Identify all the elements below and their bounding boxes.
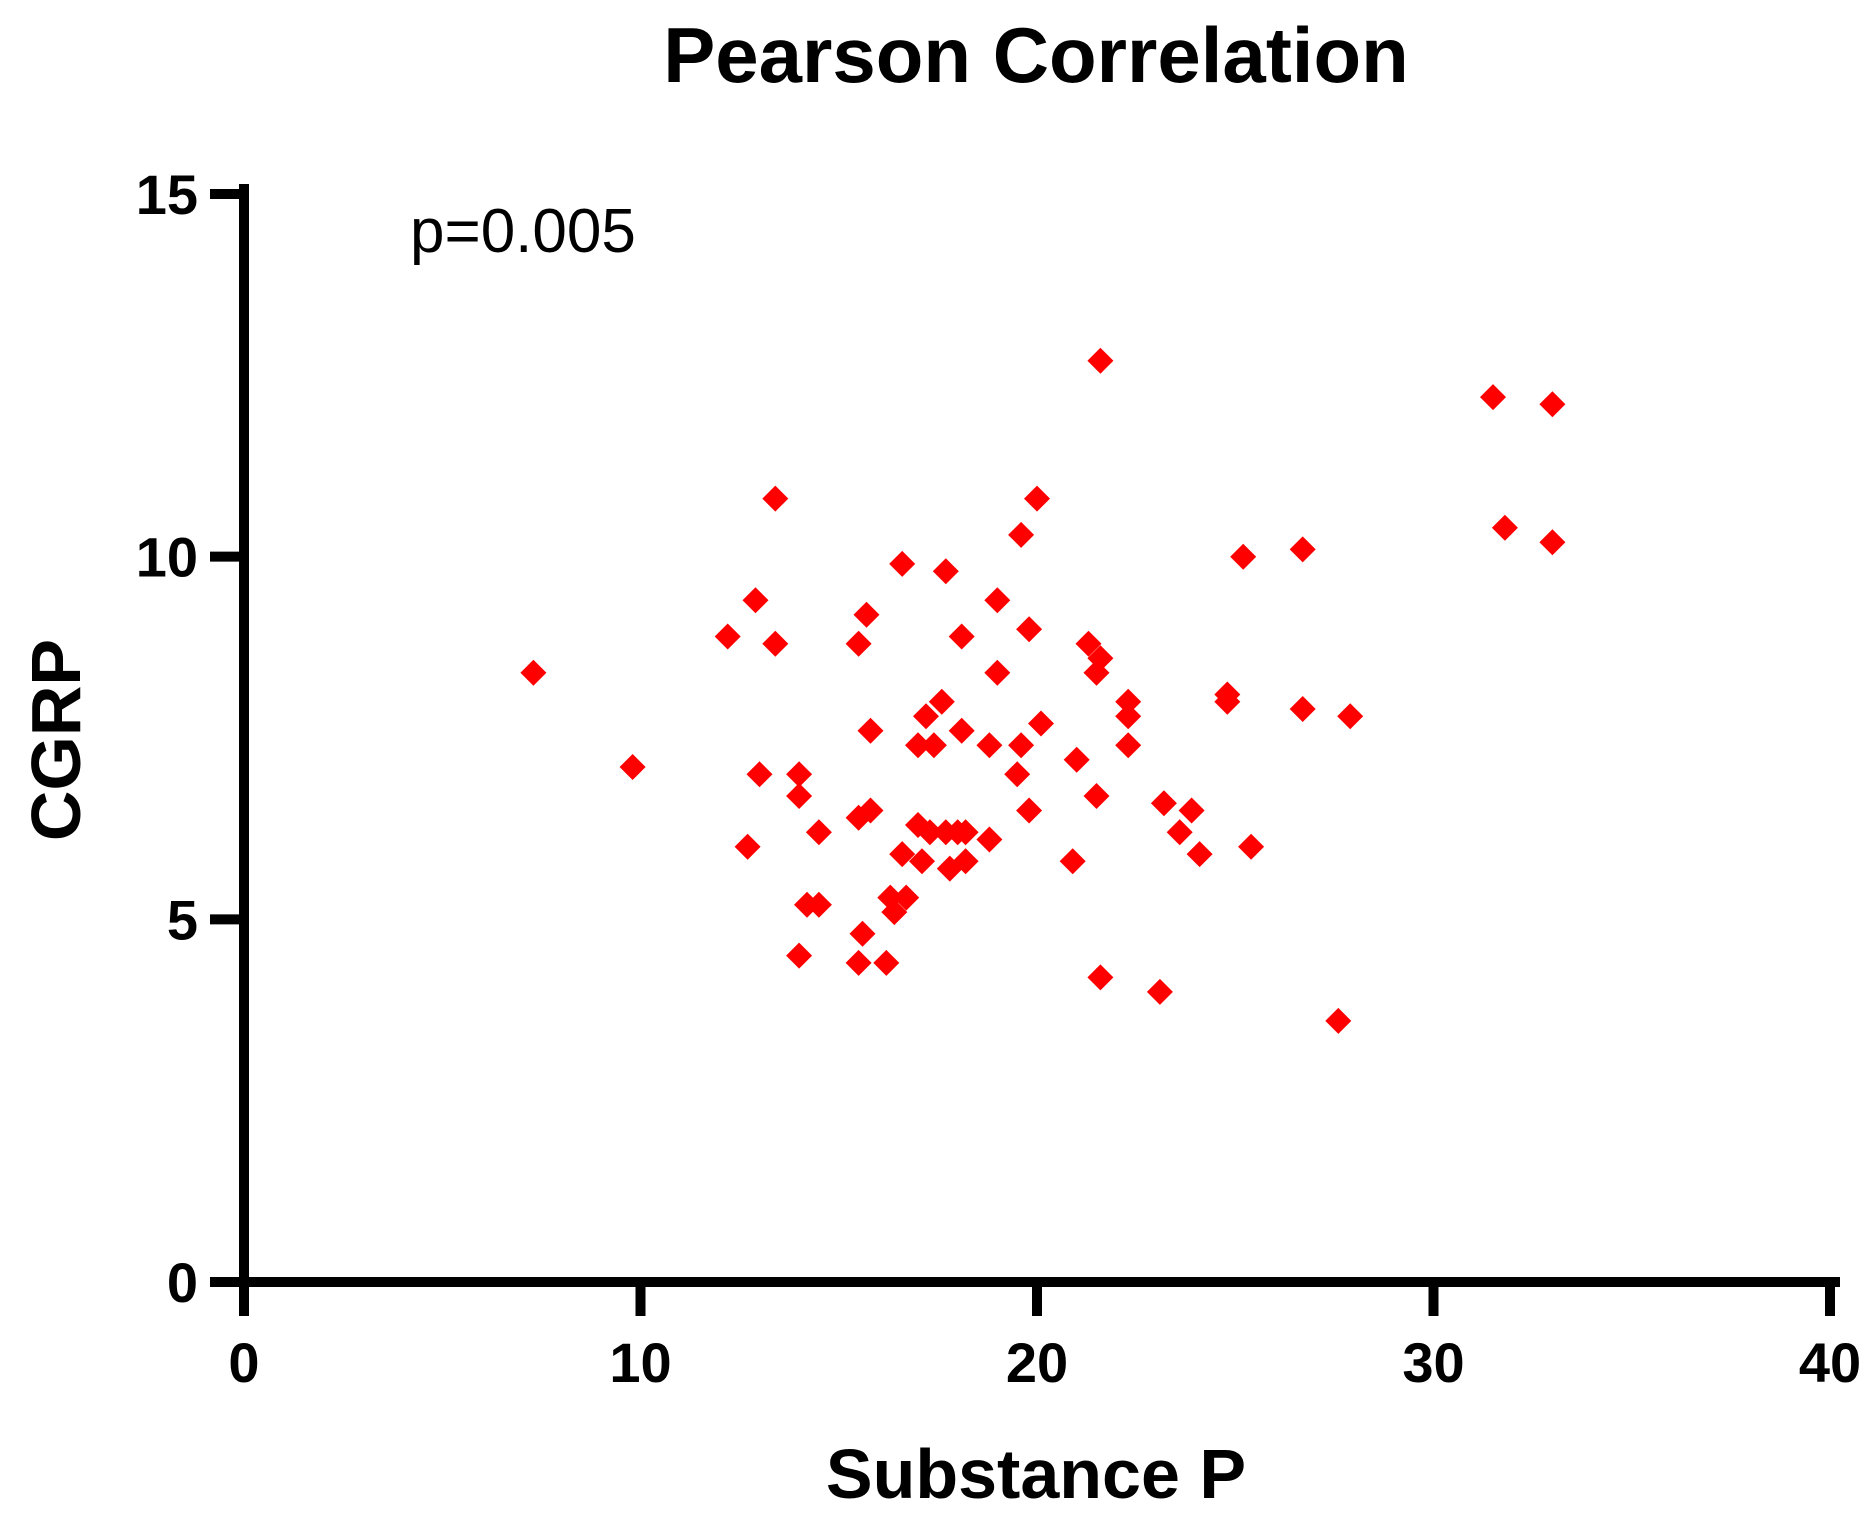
data-point: [976, 732, 1003, 759]
data-point: [984, 587, 1011, 614]
data-point: [1325, 1007, 1352, 1034]
chart-title: Pearson Correlation: [663, 11, 1409, 99]
data-point: [928, 688, 955, 715]
data-point: [714, 623, 741, 650]
data-point: [1087, 964, 1114, 991]
data-point: [909, 848, 935, 875]
data-point: [1289, 696, 1316, 722]
data-point: [742, 587, 769, 614]
data-point: [1008, 521, 1035, 548]
data-point: [952, 848, 979, 875]
data-point: [746, 761, 773, 788]
data-point: [1539, 529, 1566, 556]
data-points: [520, 347, 1566, 1034]
data-point: [920, 732, 947, 759]
data-point: [857, 797, 884, 824]
data-point: [948, 717, 975, 744]
x-axis-label: Substance P: [826, 1435, 1246, 1513]
data-point: [786, 942, 813, 969]
data-point: [845, 630, 872, 657]
x-tick-label: 30: [1402, 1331, 1464, 1394]
tick-marks: [210, 189, 1835, 1316]
data-point: [1480, 384, 1506, 411]
data-point: [520, 659, 547, 686]
data-point: [984, 659, 1011, 686]
data-point: [1059, 848, 1086, 875]
y-tick-label: 15: [136, 163, 198, 226]
y-tick-label: 10: [136, 526, 198, 589]
data-point: [1115, 703, 1142, 730]
data-point: [889, 841, 916, 868]
data-point: [1539, 391, 1566, 418]
data-point: [857, 717, 884, 744]
data-point: [1024, 485, 1050, 512]
data-point: [952, 819, 979, 846]
data-point: [1166, 819, 1193, 846]
data-point: [1230, 543, 1257, 570]
data-point: [1016, 616, 1043, 643]
data-point: [805, 819, 832, 846]
data-point: [1075, 630, 1102, 657]
data-point: [881, 899, 908, 926]
data-point: [1028, 710, 1054, 737]
data-point: [805, 891, 832, 918]
data-point: [786, 761, 813, 788]
data-point: [1083, 783, 1110, 809]
data-point: [1150, 790, 1177, 817]
x-tick-label: 10: [609, 1331, 671, 1394]
data-point: [1337, 703, 1364, 730]
p-value-annotation: p=0.005: [410, 197, 636, 266]
data-point: [893, 884, 920, 911]
data-point: [1115, 732, 1142, 759]
data-point: [873, 949, 900, 976]
y-tick-label: 5: [167, 888, 198, 951]
data-point: [1087, 347, 1114, 374]
data-point: [976, 826, 1003, 853]
data-point: [762, 485, 789, 512]
data-point: [1238, 833, 1265, 860]
axes: [234, 184, 1840, 1292]
data-point: [845, 949, 872, 976]
data-point: [786, 783, 813, 809]
data-point: [1178, 797, 1205, 824]
data-point: [1004, 761, 1031, 788]
data-point: [1214, 681, 1241, 708]
x-tick-label: 20: [1006, 1331, 1068, 1394]
x-tick-label: 40: [1799, 1331, 1861, 1394]
data-point: [1289, 536, 1316, 563]
data-point: [948, 623, 975, 650]
data-point: [762, 630, 789, 657]
data-point: [1008, 732, 1035, 759]
y-axis-label: CGRP: [17, 639, 95, 841]
data-point: [619, 754, 646, 780]
y-tick-label: 0: [167, 1251, 198, 1314]
x-tick-label: 0: [228, 1331, 259, 1394]
data-point: [734, 833, 761, 860]
data-point: [916, 819, 943, 846]
data-point: [1087, 645, 1114, 672]
data-point: [1491, 514, 1518, 541]
data-point: [1186, 841, 1213, 868]
data-point: [889, 550, 916, 577]
data-point: [932, 558, 959, 585]
data-point: [1063, 746, 1090, 773]
data-point: [853, 601, 880, 628]
data-point: [913, 703, 939, 730]
data-point: [1115, 688, 1142, 715]
data-point: [1016, 797, 1043, 824]
data-point: [905, 732, 931, 759]
data-point: [849, 920, 876, 947]
data-point: [1146, 978, 1173, 1005]
